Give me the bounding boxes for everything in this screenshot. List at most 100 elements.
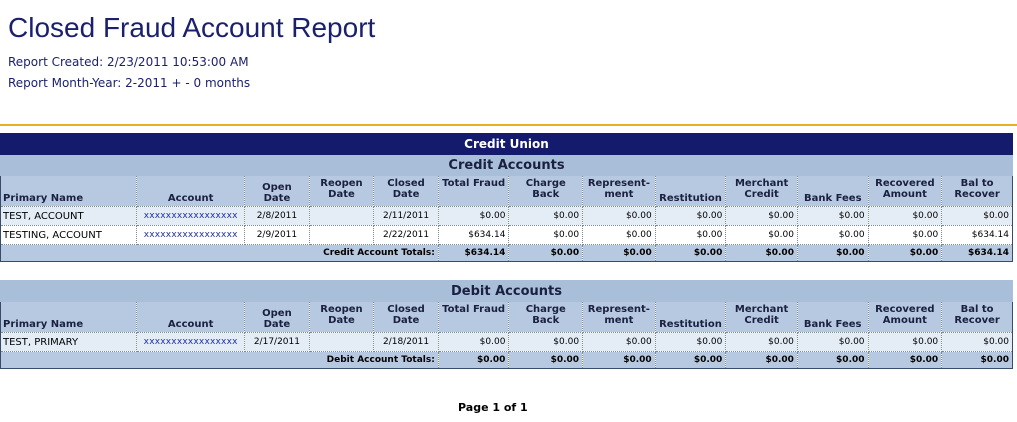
col-closed-date: Closed Date xyxy=(373,301,439,333)
credit-header-row: Primary Name Account Open Date Reopen Da… xyxy=(0,175,1013,207)
representment-total: $0.00 xyxy=(582,351,656,369)
col-bank-fees: Bank Fees xyxy=(796,175,869,207)
cell-restitution: $0.00 xyxy=(654,332,727,352)
col-merchant-credit: Merchant Credit xyxy=(725,301,798,333)
cell-primary-name: TEST, PRIMARY xyxy=(0,332,138,352)
cell-representment: $0.00 xyxy=(582,206,656,226)
bal-to-recover-total: $0.00 xyxy=(941,351,1013,369)
credit-totals-row: Credit Account Totals: $634.14 $0.00 $0.… xyxy=(0,244,1013,262)
charge-back-total: $0.00 xyxy=(508,244,584,262)
col-bal-to-recover: Bal to Recover xyxy=(941,301,1013,333)
report-month-year: Report Month-Year: 2-2011 + - 0 months xyxy=(8,76,251,90)
restitution-total: $0.00 xyxy=(654,244,727,262)
debit-totals-row: Debit Account Totals: $0.00 $0.00 $0.00 … xyxy=(0,351,1013,369)
cell-merchant-credit: $0.00 xyxy=(725,206,798,226)
merchant-credit-total: $0.00 xyxy=(725,351,798,369)
cell-total-fraud: $0.00 xyxy=(437,206,510,226)
account-link[interactable]: xxxxxxxxxxxxxxxxx xyxy=(136,206,246,226)
credit-accounts-table: Credit Union Credit Accounts Primary Nam… xyxy=(0,133,1013,262)
cell-charge-back: $0.00 xyxy=(508,206,584,226)
credit-totals-label: Credit Account Totals: xyxy=(0,244,439,262)
report-created: Report Created: 2/23/2011 10:53:00 AM xyxy=(8,55,249,69)
cell-merchant-credit: $0.00 xyxy=(725,332,798,352)
merchant-credit-total: $0.00 xyxy=(725,244,798,262)
table-row: TEST, ACCOUNT xxxxxxxxxxxxxxxxx 2/8/2011… xyxy=(0,206,1013,226)
cell-closed-date: 2/22/2011 xyxy=(373,225,439,245)
cell-bank-fees: $0.00 xyxy=(796,206,869,226)
col-recovered-amount: Recovered Amount xyxy=(867,175,943,207)
cell-recovered-amount: $0.00 xyxy=(867,225,943,245)
cell-merchant-credit: $0.00 xyxy=(725,225,798,245)
cell-bal-to-recover: $0.00 xyxy=(941,206,1013,226)
cell-bank-fees: $0.00 xyxy=(796,225,869,245)
col-primary-name: Primary Name xyxy=(0,301,138,333)
col-charge-back: Charge Back xyxy=(508,175,584,207)
bank-fees-total: $0.00 xyxy=(796,244,869,262)
col-primary-name: Primary Name xyxy=(0,175,138,207)
col-charge-back: Charge Back xyxy=(508,301,584,333)
cell-open-date: 2/8/2011 xyxy=(244,206,310,226)
table-row: TEST, PRIMARY xxxxxxxxxxxxxxxxx 2/17/201… xyxy=(0,332,1013,352)
cell-restitution: $0.00 xyxy=(654,206,727,226)
debit-accounts-title: Debit Accounts xyxy=(0,280,1013,302)
col-recovered-amount: Recovered Amount xyxy=(867,301,943,333)
cell-total-fraud: $0.00 xyxy=(437,332,510,352)
header-rule xyxy=(0,124,1017,126)
account-link[interactable]: xxxxxxxxxxxxxxxxx xyxy=(136,225,246,245)
col-merchant-credit: Merchant Credit xyxy=(725,175,798,207)
credit-accounts-title: Credit Accounts xyxy=(0,154,1013,176)
credit-union-title: Credit Union xyxy=(0,133,1013,155)
account-link[interactable]: xxxxxxxxxxxxxxxxx xyxy=(136,332,246,352)
cell-representment: $0.00 xyxy=(582,332,656,352)
col-representment: Represent-ment xyxy=(582,301,656,333)
col-closed-date: Closed Date xyxy=(373,175,439,207)
col-representment: Represent-ment xyxy=(582,175,656,207)
cell-recovered-amount: $0.00 xyxy=(867,332,943,352)
col-bal-to-recover: Bal to Recover xyxy=(941,175,1013,207)
col-total-fraud: Total Fraud xyxy=(437,301,510,333)
col-open-date: Open Date xyxy=(244,301,310,333)
bank-fees-total: $0.00 xyxy=(796,351,869,369)
cell-restitution: $0.00 xyxy=(654,225,727,245)
cell-reopen-date xyxy=(308,225,375,245)
cell-open-date: 2/9/2011 xyxy=(244,225,310,245)
cell-primary-name: TESTING, ACCOUNT xyxy=(0,225,138,245)
cell-total-fraud: $634.14 xyxy=(437,225,510,245)
cell-primary-name: TEST, ACCOUNT xyxy=(0,206,138,226)
col-open-date: Open Date xyxy=(244,175,310,207)
cell-open-date: 2/17/2011 xyxy=(244,332,310,352)
col-restitution: Restitution xyxy=(654,301,727,333)
col-restitution: Restitution xyxy=(654,175,727,207)
col-bank-fees: Bank Fees xyxy=(796,301,869,333)
debit-totals-label: Debit Account Totals: xyxy=(0,351,439,369)
cell-closed-date: 2/11/2011 xyxy=(373,206,439,226)
recovered-amount-total: $0.00 xyxy=(867,351,943,369)
cell-bal-to-recover: $634.14 xyxy=(941,225,1013,245)
debit-accounts-table: Debit Accounts Primary Name Account Open… xyxy=(0,280,1013,369)
cell-reopen-date xyxy=(308,206,375,226)
recovered-amount-total: $0.00 xyxy=(867,244,943,262)
col-reopen-date: Reopen Date xyxy=(308,301,375,333)
debit-header-row: Primary Name Account Open Date Reopen Da… xyxy=(0,301,1013,333)
col-reopen-date: Reopen Date xyxy=(308,175,375,207)
cell-charge-back: $0.00 xyxy=(508,332,584,352)
report-title: Closed Fraud Account Report xyxy=(8,12,376,43)
bal-to-recover-total: $634.14 xyxy=(941,244,1013,262)
table-row: TESTING, ACCOUNT xxxxxxxxxxxxxxxxx 2/9/2… xyxy=(0,225,1013,245)
cell-charge-back: $0.00 xyxy=(508,225,584,245)
col-account: Account xyxy=(136,301,246,333)
restitution-total: $0.00 xyxy=(654,351,727,369)
cell-reopen-date xyxy=(308,332,375,352)
col-total-fraud: Total Fraud xyxy=(437,175,510,207)
page-indicator: Page 1 of 1 xyxy=(458,401,528,414)
representment-total: $0.00 xyxy=(582,244,656,262)
cell-bank-fees: $0.00 xyxy=(796,332,869,352)
cell-representment: $0.00 xyxy=(582,225,656,245)
charge-back-total: $0.00 xyxy=(508,351,584,369)
total-fraud-total: $634.14 xyxy=(437,244,510,262)
col-account: Account xyxy=(136,175,246,207)
cell-bal-to-recover: $0.00 xyxy=(941,332,1013,352)
cell-closed-date: 2/18/2011 xyxy=(373,332,439,352)
cell-recovered-amount: $0.00 xyxy=(867,206,943,226)
total-fraud-total: $0.00 xyxy=(437,351,510,369)
